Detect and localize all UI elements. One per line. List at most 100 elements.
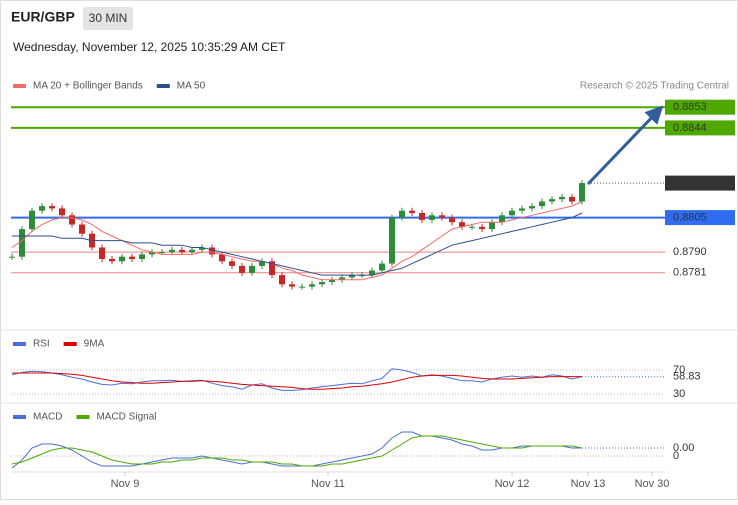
candle: [259, 261, 265, 266]
level-label: 0.8781: [673, 267, 707, 279]
candle: [119, 256, 125, 262]
series-line: [11, 201, 583, 281]
legend-label: MACD: [33, 412, 62, 423]
candle: [29, 210, 35, 230]
legend-label: RSI: [33, 339, 50, 350]
candle: [109, 259, 115, 262]
candle: [199, 247, 205, 250]
candle: [159, 252, 165, 254]
candle: [339, 277, 345, 280]
candle: [229, 261, 235, 266]
legend-swatch: [76, 415, 90, 419]
legend-swatch: [63, 342, 77, 346]
candle: [579, 183, 585, 202]
candle: [309, 284, 315, 287]
y-tick-label: 0: [673, 450, 679, 462]
level-label: 0.8790: [673, 246, 707, 258]
symbol: EUR/GBP: [11, 9, 75, 25]
candle: [149, 252, 155, 255]
x-tick-label: Nov 11: [311, 478, 345, 490]
legend-swatch: [13, 84, 26, 88]
candle: [299, 286, 305, 288]
candle: [279, 275, 285, 285]
candle: [499, 215, 505, 223]
candle: [509, 210, 515, 216]
level-tag: [665, 99, 735, 115]
candle: [239, 265, 245, 273]
candle: [449, 217, 455, 223]
series-line: [11, 368, 583, 391]
candle: [369, 270, 375, 276]
x-tick-label: Nov 30: [635, 478, 670, 490]
legend-swatch: [13, 342, 26, 346]
x-tick-label: Nov 9: [111, 478, 140, 490]
y-tick-label: 70: [673, 364, 685, 376]
level-label: 0.8820: [673, 177, 707, 189]
level-tag: [665, 120, 735, 136]
legend-label: MACD Signal: [96, 412, 156, 423]
candle: [319, 282, 325, 285]
candle: [59, 208, 65, 216]
candle: [19, 229, 25, 257]
level-label: 0.8805: [673, 212, 707, 224]
candle: [489, 222, 495, 230]
candle: [249, 265, 255, 273]
legend-swatch: [156, 84, 170, 88]
candle: [419, 213, 425, 220]
candle: [69, 215, 75, 225]
forecast-arrow: [586, 105, 664, 186]
candle: [219, 254, 225, 262]
candle: [389, 217, 395, 264]
candle: [559, 196, 565, 200]
candle: [569, 196, 575, 202]
credit: Research © 2025 Trading Central: [580, 81, 729, 92]
level-tag: [665, 175, 735, 191]
candle: [459, 222, 465, 227]
candle: [519, 208, 525, 211]
candle: [429, 215, 435, 220]
candle: [469, 226, 475, 228]
legend-label: MA 20 + Bollinger Bands: [33, 81, 143, 92]
candle: [549, 199, 555, 202]
candle: [399, 210, 405, 218]
series-line: [12, 212, 583, 276]
candle: [99, 247, 105, 259]
candle: [209, 247, 215, 255]
y-tick-label: 30: [673, 388, 685, 400]
candle: [379, 263, 385, 271]
candle: [169, 249, 175, 253]
candle: [129, 256, 135, 259]
series-line: [11, 435, 583, 467]
candle: [139, 254, 145, 259]
timeframe: 30 MIN: [89, 11, 128, 25]
candle: [79, 224, 85, 234]
x-tick-label: Nov 12: [495, 478, 530, 490]
candle: [479, 226, 485, 230]
candle: [539, 201, 545, 207]
level-label: 0.8853: [673, 101, 707, 113]
candle: [39, 206, 45, 211]
candle: [349, 275, 355, 278]
legend-swatch: [13, 415, 26, 419]
x-tick-label: Nov 13: [571, 478, 606, 490]
candle: [179, 249, 185, 253]
current-label: 0.00: [673, 442, 694, 454]
legend-label: 9MA: [84, 339, 105, 350]
candle: [289, 284, 295, 287]
timeframe-box: [83, 7, 133, 30]
legend-label: MA 50: [177, 81, 206, 92]
candle: [189, 249, 195, 253]
series-line: [12, 372, 582, 390]
candle: [9, 256, 15, 258]
candle: [329, 279, 335, 282]
current-label: 58.83: [673, 371, 701, 383]
candle: [269, 261, 275, 276]
datetime: Wednesday, November 12, 2025 10:35:29 AM…: [13, 40, 286, 54]
candle: [409, 210, 415, 213]
candle: [49, 206, 55, 209]
level-label: 0.8844: [673, 122, 707, 134]
level-tag: [665, 210, 735, 226]
series-line: [11, 431, 582, 469]
